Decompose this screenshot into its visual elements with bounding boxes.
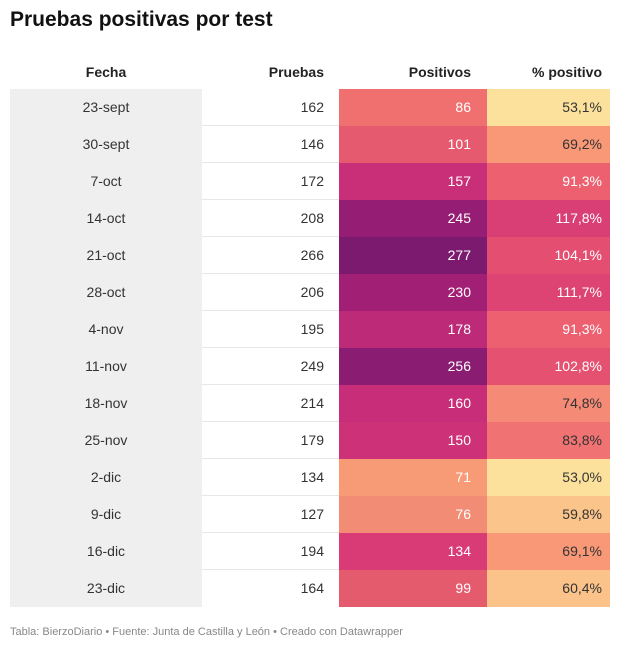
row: 9-dic 127 76 59,8% — [10, 496, 610, 533]
row: 2-dic 134 71 53,0% — [10, 459, 610, 496]
table-cell: 60,4% — [487, 570, 610, 607]
table-cell: 25-nov — [10, 422, 202, 459]
table-cell: 2-dic — [10, 459, 202, 496]
table-cell: 30-sept — [10, 126, 202, 163]
table-cell: 21-oct — [10, 237, 202, 274]
table-cell: 69,1% — [487, 533, 610, 570]
footer: Tabla: BierzoDiario • Fuente: Junta de C… — [10, 626, 403, 638]
table-cell: 59,8% — [487, 496, 610, 533]
table-cell: 14-oct — [10, 200, 202, 237]
title: Pruebas positivas por test — [10, 8, 273, 31]
column-header: Positivos — [408, 64, 471, 80]
row: 28-oct 206 230 111,7% — [10, 274, 610, 311]
table-cell: 194 — [300, 543, 324, 559]
table-cell: 11-nov — [10, 348, 202, 385]
table-cell: 91,3% — [487, 311, 610, 348]
table-cell: 127 — [300, 506, 324, 522]
table-cell: 7-oct — [10, 163, 202, 200]
table-cell: 206 — [300, 284, 324, 300]
row: 25-nov 179 150 83,8% — [10, 422, 610, 459]
row: 23-dic 164 99 60,4% — [10, 570, 610, 607]
row: 21-oct 266 277 104,1% — [10, 237, 610, 274]
column-header: Pruebas — [268, 64, 324, 80]
table-cell: 99 — [339, 570, 487, 607]
table-cell: 83,8% — [487, 422, 610, 459]
table-cell: 164 — [300, 580, 324, 596]
table-cell: 16-dic — [10, 533, 202, 570]
table-body: 23-sept 162 86 53,1% 30-sept 146 101 69,2% 7-oct… — [10, 89, 610, 607]
row: 11-nov 249 256 102,8% — [10, 348, 610, 385]
row: 23-sept 162 86 53,1% — [10, 89, 610, 126]
table-cell: 9-dic — [10, 496, 202, 533]
table-cell: 230 — [339, 274, 487, 311]
table-cell: 195 — [300, 321, 324, 337]
table-cell: 249 — [300, 358, 324, 374]
table-cell: 86 — [339, 89, 487, 126]
table-cell: 69,2% — [487, 126, 610, 163]
table-cell: 53,1% — [487, 89, 610, 126]
table-cell: 134 — [339, 533, 487, 570]
row: 7-oct 172 157 91,3% — [10, 163, 610, 200]
table-header: Fecha Pruebas Positivos % positivo — [10, 60, 610, 86]
table-cell: 256 — [339, 348, 487, 385]
table-cell: 117,8% — [487, 200, 610, 237]
table-cell: 162 — [300, 99, 324, 115]
table-cell: 102,8% — [487, 348, 610, 385]
table-cell: 91,3% — [487, 163, 610, 200]
table-cell: 111,7% — [487, 274, 610, 311]
row: 30-sept 146 101 69,2% — [10, 126, 610, 163]
column-header: Fecha — [85, 64, 127, 80]
table-cell: 53,0% — [487, 459, 610, 496]
row: 4-nov 195 178 91,3% — [10, 311, 610, 348]
table-cell: 214 — [300, 395, 324, 411]
table-cell: 71 — [339, 459, 487, 496]
table-cell: 4-nov — [10, 311, 202, 348]
table-cell: 150 — [339, 422, 487, 459]
table-cell: 76 — [339, 496, 487, 533]
table-cell: 23-sept — [10, 89, 202, 126]
table-cell: 104,1% — [487, 237, 610, 274]
column-header: % positivo — [531, 64, 602, 80]
table-cell: 160 — [339, 385, 487, 422]
table-cell: 18-nov — [10, 385, 202, 422]
table-cell: 245 — [339, 200, 487, 237]
table-cell: 157 — [339, 163, 487, 200]
table-cell: 134 — [300, 469, 324, 485]
table-cell: 266 — [300, 247, 324, 263]
table-cell: 146 — [300, 136, 324, 152]
table-cell: 208 — [300, 210, 324, 226]
row: 18-nov 214 160 74,8% — [10, 385, 610, 422]
table-cell: 172 — [300, 173, 324, 189]
table-cell: 277 — [339, 237, 487, 274]
table-cell: 74,8% — [487, 385, 610, 422]
table-cell: 23-dic — [10, 570, 202, 607]
table-cell: 179 — [300, 432, 324, 448]
table-cell: 178 — [339, 311, 487, 348]
table-cell: 28-oct — [10, 274, 202, 311]
table-cell: 101 — [339, 126, 487, 163]
row: 16-dic 194 134 69,1% — [10, 533, 610, 570]
row: 14-oct 208 245 117,8% — [10, 200, 610, 237]
